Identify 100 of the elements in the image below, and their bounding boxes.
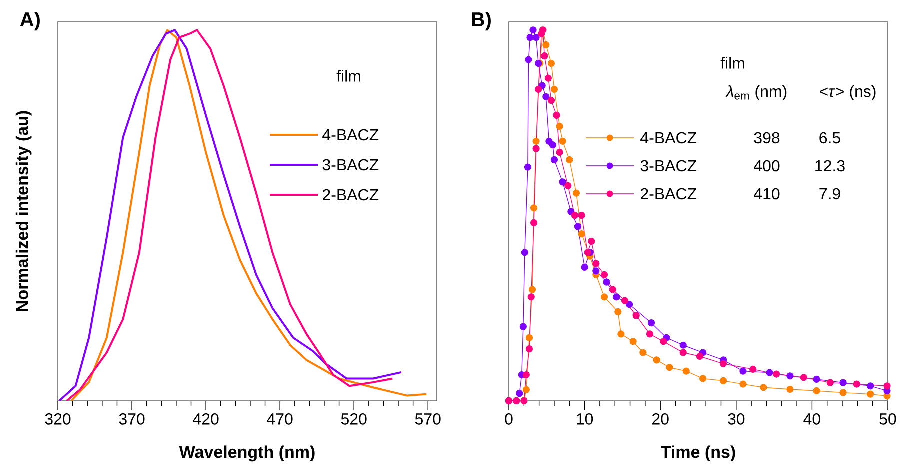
point	[853, 380, 860, 388]
point	[826, 379, 834, 386]
chart-title: B)	[472, 12, 491, 31]
x-axis-title: Time (ns)	[661, 446, 736, 462]
point	[660, 338, 668, 346]
legend-label: 2-BACZ	[641, 188, 697, 200]
point	[626, 301, 634, 308]
point	[584, 249, 592, 256]
point	[522, 371, 530, 379]
point	[740, 368, 747, 375]
point	[526, 34, 534, 42]
x-tick-label: 320	[45, 414, 71, 425]
point	[542, 93, 550, 100]
point	[578, 212, 586, 220]
x-axis-title: Wavelength (nm)	[179, 446, 315, 462]
point	[522, 386, 530, 394]
point	[564, 182, 572, 190]
point	[574, 223, 582, 230]
point	[559, 138, 566, 145]
annotation: 398	[754, 132, 780, 144]
point	[696, 352, 704, 360]
point	[530, 26, 537, 34]
annotation: 6.5	[820, 132, 840, 144]
point	[532, 34, 540, 42]
point	[524, 164, 532, 171]
point	[530, 204, 538, 212]
x-tick-label: 40	[804, 414, 820, 425]
point	[528, 286, 536, 294]
y-axis-title: Normalized intensity (au)	[16, 111, 32, 312]
x-tick-label: 50	[880, 414, 896, 425]
point	[566, 156, 574, 164]
point	[609, 286, 616, 294]
point	[541, 52, 548, 60]
point	[549, 142, 557, 149]
point	[592, 268, 600, 275]
annotation: 400	[754, 160, 780, 172]
point	[550, 86, 558, 94]
legend-label: 2-BACZ	[323, 189, 379, 201]
point	[773, 370, 780, 378]
point	[530, 219, 538, 227]
annotation: <τ> (ns)	[820, 86, 876, 100]
point	[840, 389, 847, 396]
point	[535, 86, 542, 94]
point	[525, 56, 532, 64]
point	[720, 360, 728, 368]
point	[840, 379, 847, 386]
point	[520, 323, 527, 330]
point	[528, 294, 535, 301]
point	[630, 338, 637, 346]
x-tick-label: 470	[267, 414, 293, 425]
point	[632, 312, 640, 320]
point	[680, 349, 687, 356]
point	[581, 264, 588, 272]
point	[740, 380, 747, 388]
point	[666, 364, 674, 372]
point	[532, 138, 540, 145]
x-tick-label: 420	[193, 414, 219, 425]
annotation: 12.3	[816, 160, 845, 172]
point	[526, 346, 534, 353]
x-tick-label: 20	[652, 414, 669, 425]
point	[646, 330, 654, 338]
point	[614, 308, 622, 316]
point	[786, 372, 794, 380]
point	[578, 230, 586, 238]
point	[867, 382, 874, 390]
legend-label: 3-BACZ	[640, 160, 697, 172]
annotation: 410	[754, 188, 780, 200]
point	[572, 190, 580, 197]
point	[553, 112, 560, 119]
point	[648, 320, 656, 327]
point	[613, 294, 620, 301]
point	[600, 294, 608, 301]
point	[884, 382, 891, 390]
point	[588, 238, 596, 246]
point	[813, 387, 820, 395]
point	[720, 377, 728, 385]
x-tick-label: 370	[119, 414, 145, 425]
point	[548, 97, 555, 104]
point	[526, 334, 534, 342]
point	[867, 390, 874, 398]
legend-label: 3-BACZ	[322, 159, 379, 171]
annotation: 7.9	[820, 188, 840, 200]
point	[521, 249, 528, 256]
x-tick-label: 30	[728, 414, 745, 425]
point	[542, 41, 550, 49]
point	[603, 278, 610, 286]
point	[556, 123, 564, 130]
x-tick-label: 520	[341, 414, 367, 425]
point	[800, 374, 808, 382]
annotation: film	[720, 57, 744, 69]
legend-label: 4-BACZ	[640, 132, 697, 144]
x-tick-label: 10	[577, 414, 594, 425]
point	[680, 342, 687, 349]
point	[516, 390, 524, 398]
point	[750, 366, 757, 374]
point	[556, 148, 564, 156]
point	[592, 260, 600, 268]
point	[621, 297, 629, 304]
point	[532, 145, 540, 152]
point	[653, 356, 660, 364]
